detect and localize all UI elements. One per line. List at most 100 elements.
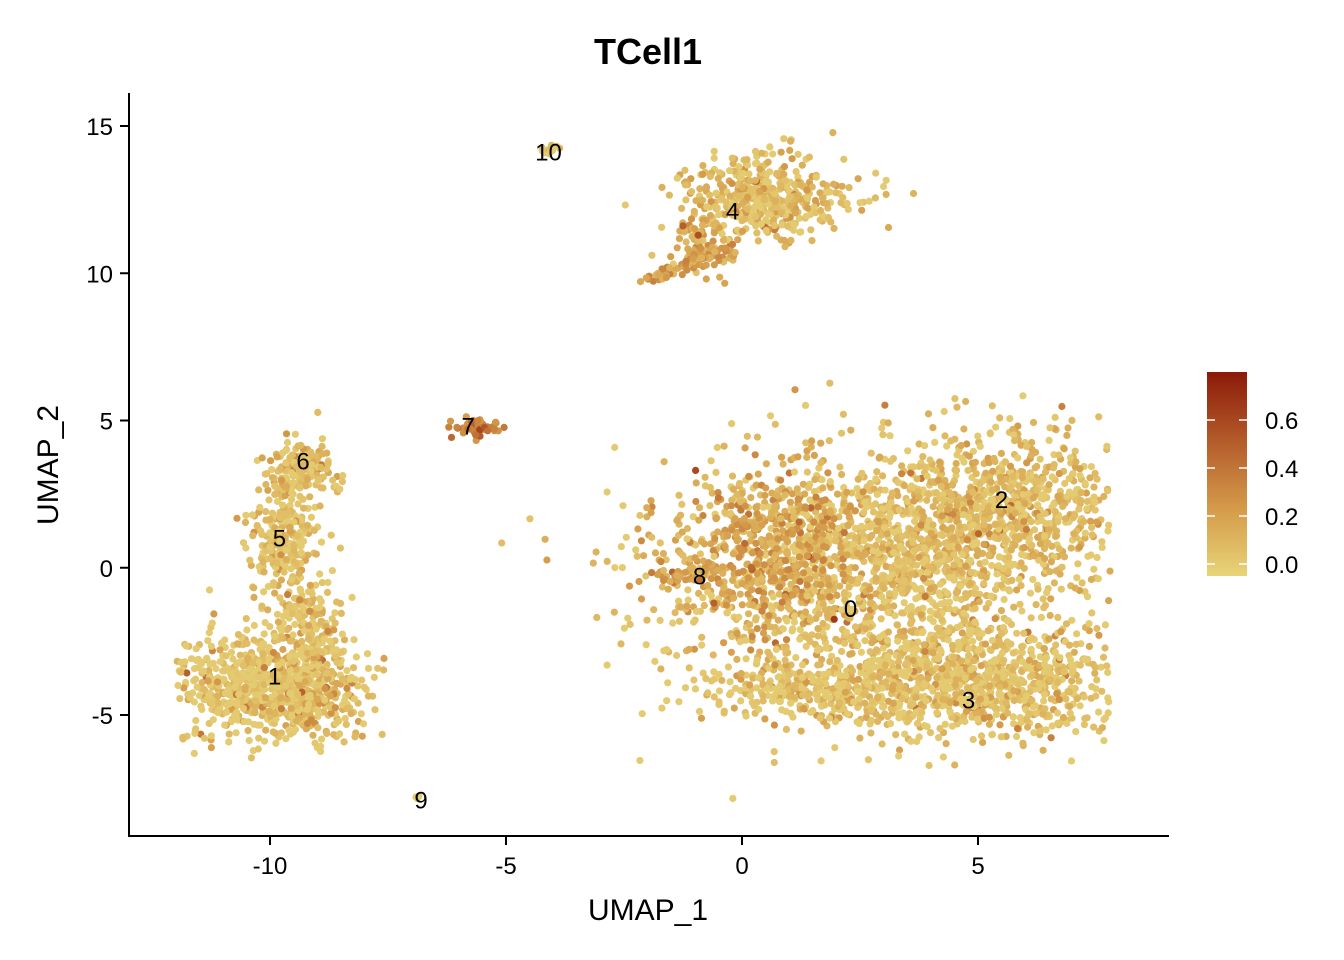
scatter-point	[328, 567, 336, 575]
scatter-point	[821, 701, 829, 709]
scatter-point	[1105, 521, 1113, 529]
scatter-point	[1081, 479, 1089, 488]
scatter-point	[277, 694, 285, 702]
scatter-point	[728, 420, 736, 428]
scatter-point	[326, 637, 334, 645]
scatter-point	[968, 626, 976, 635]
scatter-point	[803, 453, 811, 461]
scatter-point	[707, 457, 715, 465]
scatter-point	[311, 739, 319, 747]
scatter-point	[988, 402, 996, 410]
scatter-point	[837, 543, 845, 552]
scatter-point	[251, 697, 260, 705]
scatter-point	[915, 553, 923, 561]
scatter-point	[818, 497, 826, 505]
scatter-point	[982, 573, 990, 582]
scatter-point	[792, 654, 800, 662]
scatter-point	[849, 676, 857, 684]
scatter-point	[1029, 703, 1037, 711]
scatter-point	[343, 684, 351, 693]
scatter-point	[770, 691, 779, 700]
scatter-point	[704, 689, 712, 697]
scatter-point	[1054, 678, 1062, 687]
scatter-point	[956, 522, 964, 531]
scatter-point	[675, 597, 683, 605]
scatter-point	[270, 702, 278, 710]
scatter-point	[759, 503, 767, 511]
scatter-point	[761, 623, 769, 631]
scatter-point	[1077, 496, 1085, 505]
scatter-point	[690, 645, 699, 653]
scatter-point	[832, 537, 840, 545]
scatter-point	[796, 635, 804, 643]
scatter-point	[971, 458, 980, 466]
scatter-point	[1090, 723, 1098, 731]
scatter-point	[962, 593, 970, 602]
scatter-point	[979, 738, 987, 747]
scatter-point	[239, 662, 248, 670]
scatter-point	[176, 695, 184, 703]
scatter-point	[755, 514, 763, 522]
scatter-point	[316, 570, 324, 578]
scatter-point	[1010, 431, 1018, 439]
scatter-point	[929, 424, 937, 432]
scatter-point	[327, 531, 335, 539]
scatter-point	[770, 758, 778, 767]
scatter-point	[1060, 445, 1068, 453]
scatter-point	[1036, 540, 1044, 548]
scatter-point	[788, 490, 797, 498]
scatter-point	[753, 570, 761, 578]
scatter-point	[830, 574, 838, 582]
scatter-point	[274, 661, 282, 669]
scatter-point	[1052, 641, 1060, 649]
scatter-point	[268, 466, 276, 474]
scatter-point	[283, 695, 292, 703]
scatter-point	[706, 502, 714, 510]
scatter-point	[961, 674, 969, 682]
scatter-point	[848, 606, 856, 614]
scatter-point	[991, 458, 999, 466]
scatter-point	[271, 729, 279, 737]
scatter-point	[834, 524, 843, 533]
scatter-point	[912, 645, 920, 653]
scatter-point	[759, 692, 767, 700]
scatter-point	[847, 575, 855, 584]
scatter-point	[374, 664, 382, 672]
scatter-point	[867, 729, 875, 737]
scatter-point	[261, 671, 269, 679]
scatter-point	[873, 490, 881, 498]
scatter-point	[941, 432, 949, 440]
scatter-point	[878, 424, 886, 432]
scatter-point	[1013, 732, 1021, 741]
scatter-point	[709, 546, 717, 555]
scatter-point	[658, 704, 666, 712]
scatter-point	[1011, 509, 1020, 517]
scatter-point	[793, 570, 801, 578]
scatter-point	[855, 695, 863, 703]
scatter-point	[991, 642, 999, 650]
scatter-point	[831, 718, 840, 726]
scatter-point	[798, 593, 806, 601]
scatter-point	[846, 650, 854, 658]
scatter-point	[813, 692, 821, 700]
scatter-point	[207, 642, 215, 650]
scatter-point	[835, 699, 843, 707]
scatter-point	[729, 485, 738, 493]
scatter-point	[876, 510, 884, 518]
scatter-point	[1017, 441, 1025, 449]
scatter-point	[746, 530, 754, 538]
scatter-point	[285, 676, 293, 684]
scatter-point	[814, 677, 822, 685]
scatter-point	[240, 704, 248, 713]
scatter-point	[1018, 658, 1026, 666]
scatter-point	[242, 544, 250, 552]
scatter-point	[766, 412, 775, 420]
scatter-point	[901, 565, 909, 573]
scatter-point	[938, 616, 946, 624]
scatter-point	[761, 491, 769, 500]
scatter-point	[204, 637, 212, 645]
scatter-point	[809, 707, 817, 715]
scatter-point	[273, 610, 282, 618]
scatter-point	[977, 504, 986, 512]
scatter-point	[336, 599, 345, 608]
